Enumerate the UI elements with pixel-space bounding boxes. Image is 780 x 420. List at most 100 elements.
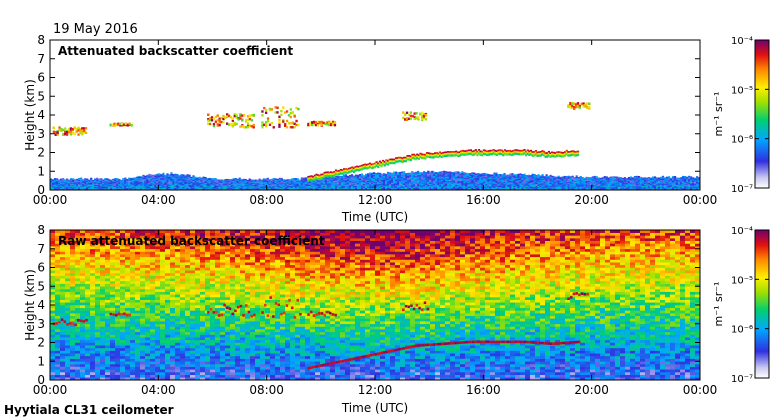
backscatter-cell: [188, 176, 191, 179]
backscatter-cell: [595, 184, 598, 186]
backscatter-cell: [609, 176, 612, 178]
backscatter-cell: [104, 178, 107, 180]
backscatter-cell: [318, 180, 321, 182]
backscatter-cell: [232, 182, 235, 184]
backscatter-cell: [623, 187, 626, 189]
backscatter-cell: [272, 184, 275, 186]
backscatter-cell: [290, 180, 293, 183]
backscatter-cell: [350, 180, 354, 183]
backscatter-cell: [521, 175, 524, 177]
backscatter-cell: [228, 185, 231, 187]
backscatter-cell: [411, 179, 414, 181]
backscatter-cell: [541, 184, 544, 186]
backscatter-cell: [114, 183, 117, 185]
backscatter-cell: [198, 177, 201, 180]
backscatter-cell: [567, 176, 570, 179]
backscatter-cell: [236, 187, 239, 189]
backscatter-cell: [352, 181, 356, 184]
backscatter-cell: [262, 188, 265, 190]
backscatter-cell: [94, 179, 97, 181]
backscatter-cell: [455, 184, 458, 187]
backscatter-cell: [549, 182, 552, 184]
backscatter-cell: [268, 179, 271, 181]
backscatter-cell: [571, 179, 574, 182]
cloud-cell: [357, 165, 360, 169]
backscatter-cell: [206, 178, 209, 180]
backscatter-cell: [90, 181, 93, 183]
backscatter-cell: [405, 184, 408, 186]
backscatter-cell: [80, 188, 83, 190]
backscatter-cell: [246, 188, 249, 190]
backscatter-cell: [342, 176, 346, 179]
backscatter-cell: [152, 181, 155, 183]
backscatter-cell: [607, 186, 610, 188]
cloud-cell: [320, 175, 323, 178]
backscatter-cell: [142, 185, 145, 188]
cloud-cell: [492, 152, 495, 155]
backscatter-cell: [336, 178, 340, 180]
backscatter-cell: [453, 171, 456, 174]
backscatter-cell: [200, 185, 203, 187]
backscatter-cell: [214, 186, 217, 188]
cloud-cell: [421, 156, 424, 160]
backscatter-cell: [391, 180, 394, 182]
backscatter-cell: [543, 188, 546, 190]
backscatter-cell: [445, 177, 448, 180]
backscatter-cell: [581, 186, 584, 188]
backscatter-cell: [455, 186, 458, 188]
backscatter-cell: [94, 180, 97, 182]
backscatter-cell: [216, 185, 219, 187]
backscatter-cell: [156, 177, 159, 179]
backscatter-cell: [76, 182, 79, 184]
backscatter-cell: [698, 181, 701, 183]
cloud-cell: [534, 153, 537, 156]
backscatter-cell: [411, 183, 414, 185]
backscatter-cell: [447, 184, 450, 187]
backscatter-cell: [365, 177, 368, 179]
cloud-cell: [450, 154, 453, 157]
cloud-cell: [411, 153, 414, 157]
backscatter-cell: [503, 176, 506, 179]
backscatter-cell: [198, 183, 201, 185]
backscatter-cell: [359, 175, 362, 177]
backscatter-cell: [479, 187, 482, 190]
backscatter-cell: [417, 172, 420, 174]
backscatter-cell: [409, 183, 412, 186]
backscatter-cell: [266, 183, 269, 186]
backscatter-cell: [698, 185, 701, 187]
backscatter-cell: [493, 180, 496, 182]
backscatter-cell: [391, 176, 394, 178]
backscatter-cell: [605, 178, 608, 180]
backscatter-cell: [248, 182, 251, 184]
backscatter-cell: [318, 179, 321, 181]
cloud-cell: [440, 155, 443, 159]
backscatter-cell: [593, 180, 596, 182]
backscatter-cell: [278, 181, 281, 183]
backscatter-cell: [148, 184, 151, 186]
cloud-cell: [313, 178, 316, 181]
backscatter-cell: [597, 177, 600, 179]
cloud-cell: [429, 156, 432, 159]
backscatter-cell: [264, 183, 267, 185]
backscatter-cell: [675, 179, 679, 181]
backscatter-cell: [439, 178, 442, 180]
backscatter-cell: [577, 183, 580, 185]
backscatter-cell: [142, 175, 145, 178]
backscatter-cell: [148, 173, 151, 176]
backscatter-cell: [555, 181, 558, 183]
backscatter-cell: [112, 184, 115, 186]
backscatter-cell: [210, 183, 213, 185]
backscatter-cell: [601, 184, 604, 186]
backscatter-cell: [284, 187, 287, 189]
backscatter-cell: [587, 180, 590, 182]
cloud-cell: [482, 151, 485, 154]
backscatter-cell: [298, 184, 301, 186]
backscatter-cell: [254, 187, 257, 189]
backscatter-cell: [415, 183, 418, 186]
cloud-cell: [430, 156, 433, 159]
backscatter-cell: [180, 177, 183, 179]
backscatter-cell: [367, 185, 370, 187]
backscatter-cell: [182, 174, 185, 176]
backscatter-cell: [350, 175, 354, 177]
backscatter-cell: [421, 176, 424, 178]
